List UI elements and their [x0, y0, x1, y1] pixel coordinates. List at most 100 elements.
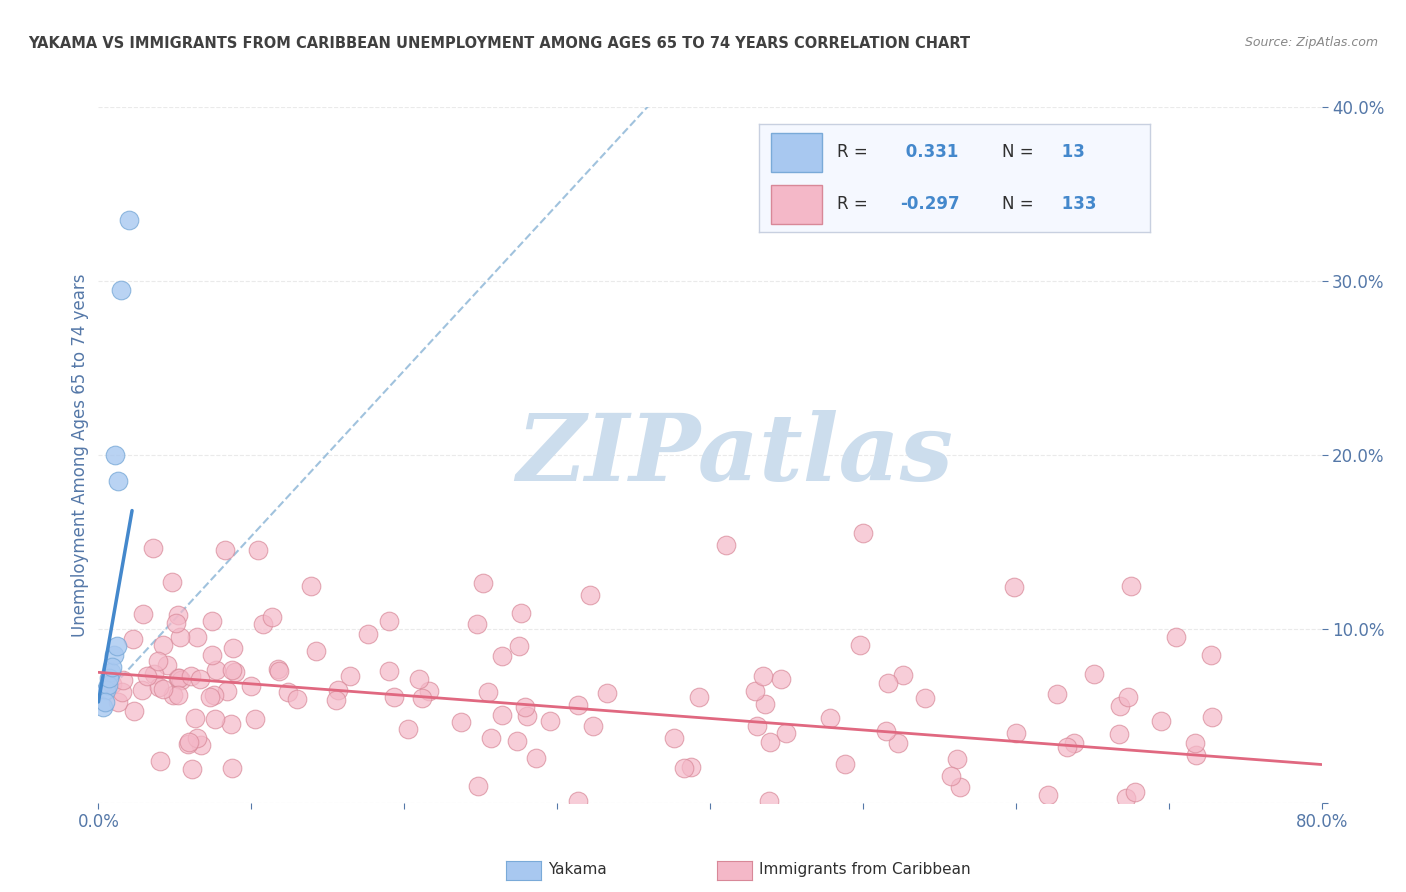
Point: [131, 607, 153, 622]
Point: [939, 768, 962, 782]
Point: [1036, 788, 1059, 802]
Point: [891, 668, 914, 682]
Point: [181, 762, 204, 776]
Point: [221, 716, 243, 731]
Point: [681, 760, 703, 774]
Point: [122, 632, 145, 646]
Point: [167, 671, 190, 685]
Point: [160, 574, 183, 589]
Point: [758, 734, 780, 748]
Point: [304, 644, 326, 658]
Point: [152, 639, 174, 653]
Point: [104, 448, 127, 462]
Y-axis label: Unemployment Among Ages 65 to 74 years: Unemployment Among Ages 65 to 74 years: [70, 273, 89, 637]
Point: [326, 683, 349, 698]
Point: [124, 704, 146, 718]
Point: [378, 615, 401, 629]
Text: 0.331: 0.331: [900, 144, 959, 161]
Point: [222, 640, 245, 655]
Point: [299, 579, 322, 593]
Point: [200, 690, 222, 705]
Point: [221, 761, 243, 775]
Point: [754, 698, 776, 712]
Point: [101, 677, 124, 691]
Point: [672, 761, 695, 775]
Point: [186, 630, 208, 644]
Point: [769, 672, 792, 686]
Point: [1083, 667, 1105, 681]
Point: [277, 685, 299, 699]
Point: [188, 673, 211, 687]
Point: [110, 283, 132, 297]
Point: [260, 610, 283, 624]
Point: [162, 689, 184, 703]
Point: [243, 712, 266, 726]
Point: [1201, 648, 1223, 662]
Point: [411, 690, 433, 705]
Point: [149, 754, 172, 768]
Point: [758, 794, 780, 808]
Point: [118, 213, 141, 227]
Point: [491, 708, 513, 723]
Text: R =: R =: [837, 144, 873, 161]
FancyBboxPatch shape: [770, 185, 821, 224]
Point: [167, 608, 190, 623]
Point: [91, 700, 114, 714]
Point: [166, 671, 188, 685]
Point: [1150, 714, 1173, 729]
Point: [1201, 710, 1223, 724]
Point: [852, 526, 875, 541]
Point: [578, 588, 600, 602]
Point: [1046, 687, 1069, 701]
Point: [205, 663, 228, 677]
Point: [112, 673, 135, 688]
Point: [184, 711, 207, 725]
Point: [267, 662, 290, 676]
Point: [214, 543, 236, 558]
Point: [146, 654, 169, 668]
Point: [1063, 736, 1085, 750]
Point: [1123, 785, 1146, 799]
Point: [131, 683, 153, 698]
Point: [540, 714, 562, 729]
Point: [325, 693, 347, 707]
Point: [180, 669, 202, 683]
Text: Source: ZipAtlas.com: Source: ZipAtlas.com: [1244, 36, 1378, 49]
Point: [224, 665, 246, 679]
Point: [1184, 747, 1206, 762]
Point: [914, 691, 936, 706]
Point: [239, 679, 262, 693]
Point: [567, 698, 589, 713]
Point: [356, 626, 378, 640]
Point: [169, 673, 191, 687]
Point: [479, 731, 502, 746]
Text: N =: N =: [1001, 144, 1039, 161]
Point: [169, 630, 191, 644]
Point: [156, 658, 179, 673]
Point: [524, 751, 547, 765]
Point: [567, 794, 589, 808]
FancyBboxPatch shape: [770, 133, 821, 172]
Point: [745, 719, 768, 733]
Point: [217, 683, 239, 698]
Point: [418, 684, 440, 698]
Point: [177, 737, 200, 751]
Point: [465, 617, 488, 632]
Point: [491, 648, 513, 663]
Point: [190, 738, 212, 752]
Point: [221, 664, 243, 678]
Point: [849, 638, 872, 652]
Text: R =: R =: [837, 195, 873, 213]
Point: [107, 474, 129, 488]
Point: [515, 709, 537, 723]
Point: [450, 714, 472, 729]
Point: [1115, 790, 1137, 805]
Point: [285, 692, 308, 706]
Point: [1056, 739, 1078, 754]
Point: [177, 734, 200, 748]
Point: [204, 712, 226, 726]
Point: [1108, 726, 1130, 740]
Point: [103, 648, 125, 662]
Point: [143, 666, 166, 681]
Point: [508, 639, 530, 653]
